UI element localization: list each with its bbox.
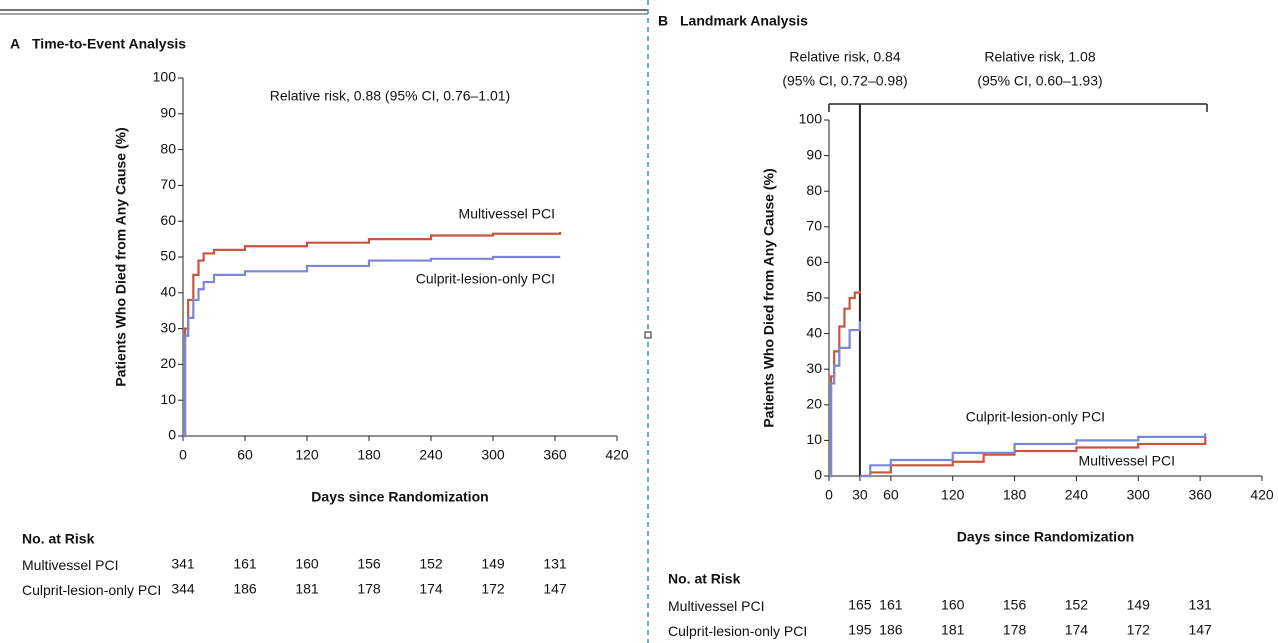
annotation: (95% CI, 0.60–1.93): [977, 73, 1102, 89]
risk-value: 165: [848, 597, 872, 613]
y-tick-label: 30: [806, 360, 822, 376]
risk-value: 195: [848, 622, 872, 638]
risk-title: No. at Risk: [668, 571, 741, 587]
risk-value: 181: [295, 581, 319, 597]
x-tick-label: 360: [543, 447, 567, 463]
y-tick-label: 50: [160, 248, 176, 264]
y-tick-label: 90: [806, 146, 822, 162]
risk-row-name: Culprit-lesion-only PCI: [22, 582, 162, 598]
risk-value: 156: [357, 556, 381, 572]
risk-value: 147: [1188, 622, 1212, 638]
y-tick-label: 100: [799, 111, 823, 127]
risk-value: 186: [879, 622, 903, 638]
x-tick-label: 0: [179, 447, 187, 463]
survival-line: [829, 321, 1207, 478]
panel-letter: A: [10, 36, 20, 52]
risk-value: 186: [233, 581, 257, 597]
survival-line: [183, 255, 561, 438]
x-axis-label: Days since Randomization: [311, 489, 488, 505]
y-tick-label: 20: [160, 355, 176, 371]
risk-value: 172: [481, 581, 505, 597]
risk-value: 161: [233, 556, 257, 572]
x-tick-label: 240: [1065, 487, 1089, 503]
y-tick-label: 0: [168, 427, 176, 443]
y-tick-label: 90: [160, 105, 176, 121]
y-tick-label: 50: [806, 289, 822, 305]
chart-title: Landmark Analysis: [680, 13, 808, 29]
y-tick-label: 80: [160, 140, 176, 156]
risk-value: 178: [1003, 622, 1027, 638]
y-tick-label: 60: [160, 212, 176, 228]
risk-value: 160: [941, 597, 965, 613]
y-axis-label: Patients Who Died from Any Cause (%): [113, 127, 129, 386]
x-tick-label: 0: [825, 487, 833, 503]
y-tick-label: 40: [806, 324, 822, 340]
y-tick-label: 70: [160, 176, 176, 192]
risk-value: 131: [1188, 597, 1212, 613]
y-tick-label: 0: [814, 467, 822, 483]
risk-value: 152: [1065, 597, 1089, 613]
risk-value: 149: [481, 556, 505, 572]
risk-value: 172: [1127, 622, 1151, 638]
y-tick-label: 100: [153, 69, 177, 85]
annotation: Relative risk, 0.88 (95% CI, 0.76–1.01): [270, 88, 510, 104]
risk-value: 149: [1127, 597, 1151, 613]
risk-row-name: Multivessel PCI: [22, 557, 119, 573]
y-tick-label: 40: [160, 284, 176, 300]
risk-value: 174: [1065, 622, 1089, 638]
risk-value: 152: [419, 556, 443, 572]
y-tick-label: 80: [806, 182, 822, 198]
series-label: Culprit-lesion-only PCI: [966, 409, 1105, 425]
annotation: Relative risk, 1.08: [984, 49, 1095, 65]
risk-value: 344: [171, 581, 195, 597]
x-tick-label: 180: [1003, 487, 1027, 503]
x-tick-label: 240: [419, 447, 443, 463]
survival-line: [183, 231, 562, 438]
x-tick-label: 60: [883, 487, 899, 503]
x-axis-label: Days since Randomization: [957, 529, 1134, 545]
risk-value: 156: [1003, 597, 1027, 613]
y-tick-label: 10: [160, 391, 176, 407]
series-label: Multivessel PCI: [1079, 453, 1175, 469]
risk-row-name: Multivessel PCI: [668, 598, 765, 614]
x-tick-label: 300: [1127, 487, 1151, 503]
risk-value: 174: [419, 581, 443, 597]
y-tick-label: 10: [806, 431, 822, 447]
panel-letter: B: [658, 13, 668, 29]
risk-value: 160: [295, 556, 319, 572]
x-tick-label: 30: [852, 487, 868, 503]
x-tick-label: 360: [1188, 487, 1212, 503]
handle: [644, 331, 652, 339]
risk-value: 161: [879, 597, 903, 613]
y-tick-label: 30: [160, 319, 176, 335]
x-tick-label: 120: [941, 487, 965, 503]
chart-title: Time-to-Event Analysis: [32, 36, 186, 52]
risk-title: No. at Risk: [22, 531, 95, 547]
x-tick-label: 300: [481, 447, 505, 463]
risk-value: 181: [941, 622, 965, 638]
annotation: Relative risk, 0.84: [789, 49, 900, 65]
risk-value: 341: [171, 556, 195, 572]
y-tick-label: 60: [806, 253, 822, 269]
x-tick-label: 60: [237, 447, 253, 463]
series-label: Culprit-lesion-only PCI: [416, 271, 555, 287]
x-tick-label: 120: [295, 447, 319, 463]
risk-value: 178: [357, 581, 381, 597]
risk-value: 147: [543, 581, 567, 597]
x-tick-label: 420: [1250, 487, 1274, 503]
y-axis-label: Patients Who Died from Any Cause (%): [761, 168, 777, 427]
risk-value: 131: [543, 556, 567, 572]
annotation: (95% CI, 0.72–0.98): [782, 73, 907, 89]
x-tick-label: 180: [357, 447, 381, 463]
x-tick-label: 420: [605, 447, 629, 463]
survival-line: [829, 290, 1207, 478]
y-tick-label: 70: [806, 218, 822, 234]
series-label: Multivessel PCI: [459, 206, 555, 222]
y-tick-label: 20: [806, 396, 822, 412]
risk-row-name: Culprit-lesion-only PCI: [668, 623, 808, 639]
